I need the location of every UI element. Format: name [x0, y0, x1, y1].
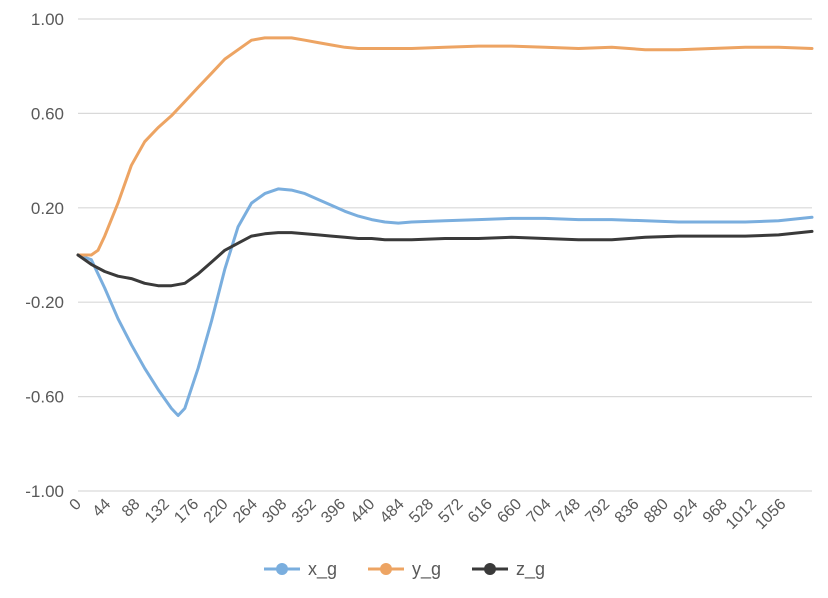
series-line-z-g	[76, 229, 814, 288]
x-tick-label: 792	[582, 496, 613, 527]
x-axis: 0 44 8813217622026430835239644048452857261…	[67, 496, 790, 533]
x-tick-label: 308	[259, 496, 290, 527]
x-tick-label: 176	[171, 496, 202, 527]
y-axis: 1.00 0.60 0.20 -0.20 -0.60 -1.00	[25, 10, 64, 501]
series-line-y-g	[76, 36, 814, 257]
y-tick-label: 0.60	[31, 104, 64, 123]
x-tick-label: 352	[289, 496, 320, 527]
x-tick-label: 924	[670, 496, 701, 527]
legend-item-x-g: x_g	[264, 559, 337, 580]
x-tick-label: 748	[553, 496, 584, 527]
x-tick-label: 88	[119, 496, 144, 521]
legend-label: x_g	[308, 559, 337, 580]
x-tick-label: 1056	[752, 496, 789, 533]
series-lines	[76, 36, 814, 417]
y-tick-label: -0.60	[25, 388, 64, 407]
legend-item-y-g: y_g	[368, 559, 441, 580]
legend-item-z-g: z_g	[472, 559, 545, 580]
legend: x_g y_g z_g	[264, 559, 545, 580]
gridlines	[78, 18, 812, 492]
x-tick-label: 264	[230, 496, 261, 527]
legend-label: z_g	[516, 559, 545, 580]
legend-label: y_g	[412, 559, 441, 580]
y-tick-label: 1.00	[31, 10, 64, 29]
x-tick-label: 44	[90, 496, 115, 521]
x-tick-label: 528	[406, 496, 437, 527]
y-tick-label: -1.00	[25, 482, 64, 501]
legend-marker-icon	[380, 563, 392, 575]
x-tick-label: 220	[201, 496, 232, 527]
x-tick-label: 704	[524, 496, 555, 527]
x-tick-label: 660	[494, 496, 525, 527]
y-tick-label: -0.20	[25, 293, 64, 312]
x-tick-label: 484	[377, 496, 408, 527]
x-tick-label: 616	[465, 496, 496, 527]
x-tick-label: 572	[436, 496, 467, 527]
legend-marker-icon	[276, 563, 288, 575]
series-line-x-g	[76, 187, 814, 417]
x-tick-label: 836	[612, 496, 643, 527]
x-tick-label: 396	[318, 496, 349, 527]
legend-marker-icon	[484, 563, 496, 575]
x-tick-label: 0	[67, 496, 85, 514]
x-tick-label: 132	[142, 496, 173, 527]
x-tick-label: 880	[641, 496, 672, 527]
x-tick-label: 1012	[723, 496, 760, 533]
y-tick-label: 0.20	[31, 199, 64, 218]
x-tick-label: 440	[348, 496, 379, 527]
